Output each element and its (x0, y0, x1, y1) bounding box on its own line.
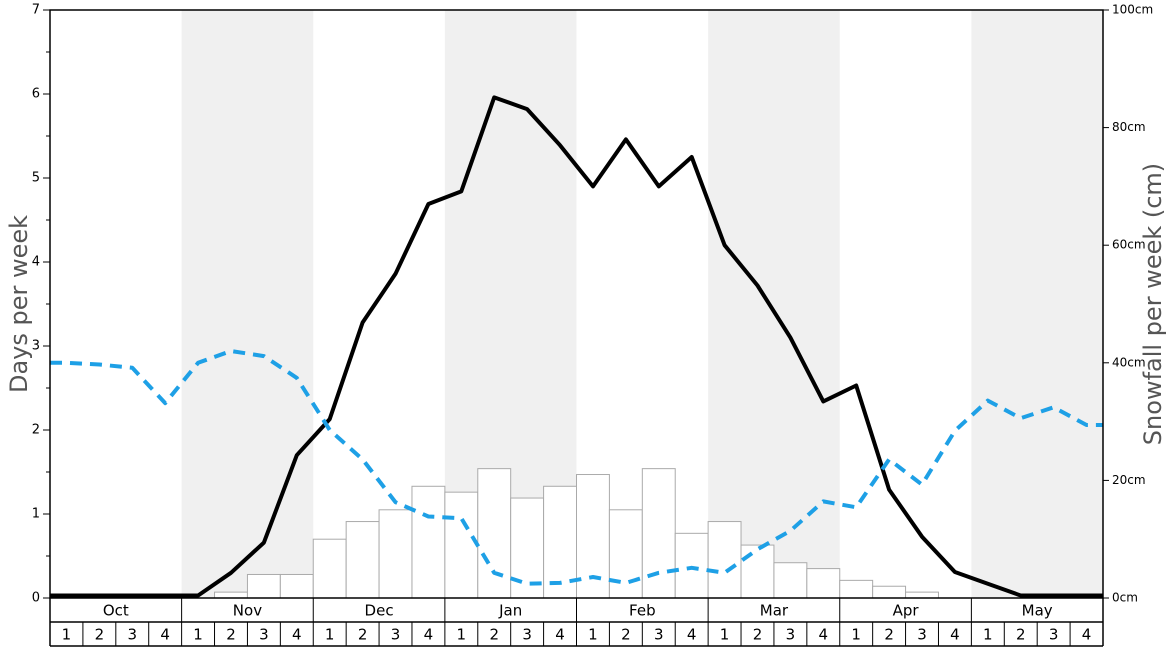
week-label: 2 (95, 626, 105, 644)
week-label: 2 (753, 626, 763, 644)
week-label: 3 (786, 626, 796, 644)
week-label: 4 (950, 626, 960, 644)
left-tick-label: 6 (32, 87, 40, 102)
snowfall-bar (411, 485, 446, 599)
solid-days-line (50, 95, 1103, 598)
snowfall-bar (214, 591, 248, 599)
right-tick-label: 80cm (1112, 120, 1146, 134)
snowfall-bar (707, 521, 742, 599)
week-label: 3 (1049, 626, 1059, 644)
left-tick-label: 7 (32, 3, 40, 18)
week-label: 3 (522, 626, 532, 644)
snowfall-bar (477, 468, 512, 599)
left-tick-label: 5 (32, 171, 40, 186)
left-axis-title: Days per week (5, 215, 33, 393)
month-label: Dec (365, 602, 394, 620)
days-lines (50, 95, 1103, 598)
month-shade-mar (708, 10, 840, 598)
week-label: 4 (819, 626, 829, 644)
month-label: Nov (233, 602, 262, 620)
week-label: 2 (358, 626, 368, 644)
week-label: 2 (1016, 626, 1026, 644)
left-tick-label: 1 (32, 507, 40, 522)
left-tick-label: 0 (32, 591, 40, 606)
snowfall-bar (246, 573, 281, 599)
right-tick-label: 20cm (1112, 473, 1146, 487)
left-tick-label: 2 (32, 423, 40, 438)
snowfall-bar (312, 538, 347, 599)
week-label: 2 (621, 626, 631, 644)
right-tick-label: 100cm (1112, 3, 1153, 17)
month-label: May (1022, 602, 1053, 620)
week-label: 1 (193, 626, 203, 644)
right-axis: 0cm 20cm 40cm 60cm 80cm 100cm (1103, 3, 1153, 605)
snowfall-bar (345, 521, 380, 599)
week-label: 1 (851, 626, 861, 644)
snowfall-bar (773, 562, 808, 599)
dashed-days-line (50, 349, 1103, 586)
month-shading (181, 10, 1103, 598)
month-shade-may (971, 10, 1103, 598)
snowfall-bar (839, 579, 874, 599)
week-label: 3 (259, 626, 269, 644)
left-axis: 0 1 2 3 4 5 6 7 (32, 3, 50, 606)
month-label: Apr (893, 602, 920, 620)
week-label: 1 (983, 626, 993, 644)
right-tick-label: 60cm (1112, 238, 1146, 252)
week-label: 4 (555, 626, 565, 644)
snowfall-bar (279, 573, 314, 599)
left-tick-label: 4 (32, 255, 40, 270)
right-tick-label: 0cm (1112, 591, 1138, 605)
week-label: 1 (720, 626, 730, 644)
snowfall-bar (378, 509, 413, 599)
week-label: 1 (62, 626, 72, 644)
week-label: 3 (127, 626, 137, 644)
month-label: Jan (498, 602, 522, 620)
week-label: 4 (424, 626, 434, 644)
month-label: Oct (103, 602, 129, 620)
x-axis: Oct 1 2 3 4 Nov 1 2 3 4 Dec 1 2 3 4 Jan 1 2 3 4 Feb 1 2 3 4 Mar 1 2… (49, 598, 1104, 647)
left-tick-label: 3 (32, 339, 40, 354)
week-label: 4 (687, 626, 697, 644)
snowfall-bar (806, 568, 841, 599)
week-label: 3 (917, 626, 927, 644)
right-axis-title: Snowfall per week (cm) (1139, 163, 1167, 445)
week-label: 4 (160, 626, 170, 644)
snowfall-bars (214, 468, 939, 599)
snowfall-bar (608, 509, 643, 599)
week-label: 3 (654, 626, 664, 644)
month-label: Mar (760, 602, 789, 620)
week-label: 1 (325, 626, 335, 644)
snowfall-bar (872, 585, 907, 599)
week-label: 2 (226, 626, 236, 644)
month-label: Feb (629, 602, 656, 620)
week-label: 2 (489, 626, 499, 644)
snowfall-bar (444, 491, 479, 599)
week-label: 3 (391, 626, 401, 644)
snowfall-bar (674, 532, 709, 599)
right-tick-label: 40cm (1112, 355, 1146, 369)
snowfall-bar (740, 544, 775, 599)
week-label: 1 (588, 626, 598, 644)
week-label: 1 (457, 626, 467, 644)
week-label: 4 (1082, 626, 1092, 644)
snowfall-bar (905, 591, 939, 599)
snowfall-bar (641, 468, 676, 599)
week-label: 2 (884, 626, 894, 644)
month-shade-nov (181, 10, 314, 598)
week-label: 4 (292, 626, 302, 644)
snowfall-bar (576, 474, 610, 599)
